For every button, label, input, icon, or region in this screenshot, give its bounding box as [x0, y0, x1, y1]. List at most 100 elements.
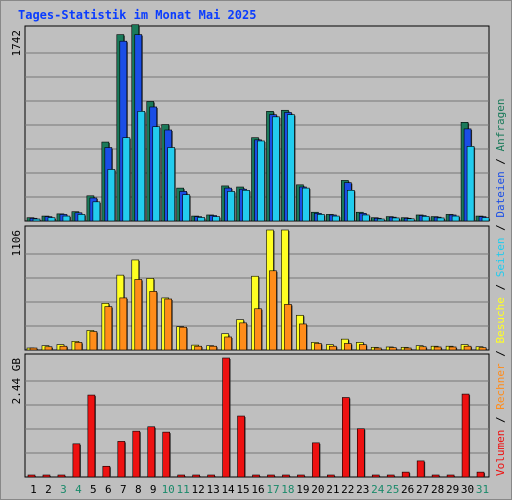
x-tick-label: 5: [90, 483, 97, 496]
legend-rechner: Rechner: [494, 363, 507, 410]
x-tick-label: 16: [251, 483, 264, 496]
bar-volumen-day-10: [162, 431, 171, 478]
bar-volumen-day-7: [117, 441, 126, 478]
bar-rechner-day-1: [29, 347, 38, 351]
bar-volumen-day-18: [282, 474, 290, 478]
bar-volumen-day-16: [252, 474, 260, 478]
bar-seiten-day-10: [167, 147, 176, 222]
bar-seiten-day-30: [466, 146, 475, 222]
x-tick-label: 12: [192, 483, 205, 496]
bar-rechner-day-11: [179, 326, 187, 351]
bar-rechner-day-9: [149, 291, 158, 351]
legend-separator: /: [494, 218, 507, 238]
bar-seiten-day-12: [197, 217, 205, 222]
bar-volumen-day-2: [42, 474, 51, 478]
x-tick-label: 29: [446, 483, 459, 496]
bar-seiten-day-9: [152, 126, 161, 222]
x-tick-label: 2: [45, 483, 52, 496]
y-max-label: 1742: [10, 30, 23, 57]
x-tick-label: 18: [281, 483, 294, 496]
legend-separator: /: [494, 277, 507, 297]
x-tick-label: 10: [162, 483, 175, 496]
bar-volumen-day-25: [386, 474, 395, 478]
bar-volumen-day-11: [177, 474, 185, 478]
bar-seiten-day-25: [391, 217, 400, 222]
x-tick-label: 24: [371, 483, 385, 496]
bar-seiten-day-18: [287, 114, 295, 222]
bar-volumen-day-1: [27, 474, 36, 478]
bar-volumen-day-24: [371, 474, 380, 478]
bar-rechner-day-3: [59, 345, 68, 351]
legend-separator: /: [494, 410, 507, 430]
bar-seiten-day-7: [122, 137, 131, 222]
bar-rechner-day-8: [134, 279, 143, 351]
x-tick-label: 22: [341, 483, 354, 496]
bar-rechner-day-15: [239, 322, 247, 351]
bar-seiten-day-15: [242, 189, 250, 222]
bar-rechner-day-28: [433, 346, 442, 351]
bar-rechner-day-13: [209, 345, 217, 351]
bar-seiten-day-27: [421, 216, 430, 222]
bar-seiten-day-11: [182, 194, 190, 222]
x-tick-label: 19: [296, 483, 309, 496]
bar-seiten-day-28: [436, 217, 445, 222]
bar-seiten-day-20: [317, 214, 325, 222]
bar-volumen-day-21: [327, 474, 335, 478]
bar-rechner-day-18: [284, 304, 292, 351]
bar-volumen-day-26: [401, 471, 410, 478]
bar-seiten-day-8: [137, 111, 146, 222]
bar-seiten-day-23: [361, 214, 370, 222]
bar-seiten-day-13: [212, 216, 220, 222]
x-tick-label: 8: [135, 483, 142, 496]
bar-volumen-day-9: [147, 426, 156, 478]
x-tick-label: 4: [75, 483, 82, 496]
bar-rechner-day-30: [463, 345, 472, 351]
bar-rechner-day-22: [344, 343, 352, 351]
bar-rechner-day-26: [403, 347, 412, 351]
x-tick-label: 3: [60, 483, 67, 496]
x-tick-label: 15: [236, 483, 249, 496]
x-tick-label: 25: [386, 483, 399, 496]
bar-volumen-day-22: [342, 397, 350, 478]
bar-volumen-day-12: [192, 474, 200, 478]
bar-seiten-day-14: [227, 191, 235, 222]
bar-rechner-day-4: [74, 342, 83, 351]
bar-rechner-day-31: [478, 347, 487, 351]
x-tick-label: 30: [461, 483, 474, 496]
bar-volumen-day-4: [72, 443, 81, 478]
x-tick-label: 27: [416, 483, 429, 496]
bar-rechner-day-20: [314, 343, 322, 351]
bar-rechner-day-12: [194, 345, 202, 351]
x-tick-label: 20: [311, 483, 324, 496]
bar-rechner-day-7: [119, 297, 128, 351]
legend-separator: /: [494, 151, 507, 171]
legend-volumen: Volumen: [494, 430, 507, 476]
bar-seiten-day-24: [376, 218, 385, 222]
bar-rechner-day-21: [329, 345, 337, 351]
bar-rechner-day-14: [224, 336, 232, 351]
legend-separator: /: [494, 344, 507, 364]
y-max-label: 2.44 GB: [10, 358, 23, 405]
bar-volumen-day-6: [102, 465, 111, 478]
bar-rechner-day-5: [89, 331, 98, 351]
bar-seiten-day-5: [92, 201, 101, 222]
bar-volumen-day-8: [132, 430, 141, 478]
bar-seiten-day-1: [32, 218, 41, 222]
x-tick-label: 11: [177, 483, 190, 496]
bar-seiten-day-16: [257, 140, 265, 222]
bar-volumen-day-17: [267, 474, 275, 478]
legend-anfragen: Anfragen: [494, 98, 507, 151]
bar-rechner-day-23: [358, 344, 367, 351]
x-tick-label: 17: [266, 483, 279, 496]
x-tick-label: 1: [30, 483, 37, 496]
bar-rechner-day-10: [164, 298, 173, 351]
bar-rechner-day-29: [448, 346, 457, 351]
bar-rechner-day-6: [104, 306, 113, 351]
bar-rechner-day-16: [254, 308, 262, 351]
bar-volumen-day-13: [207, 474, 215, 478]
bar-seiten-day-19: [302, 187, 310, 222]
bar-volumen-day-23: [356, 428, 365, 478]
x-tick-label: 6: [105, 483, 112, 496]
